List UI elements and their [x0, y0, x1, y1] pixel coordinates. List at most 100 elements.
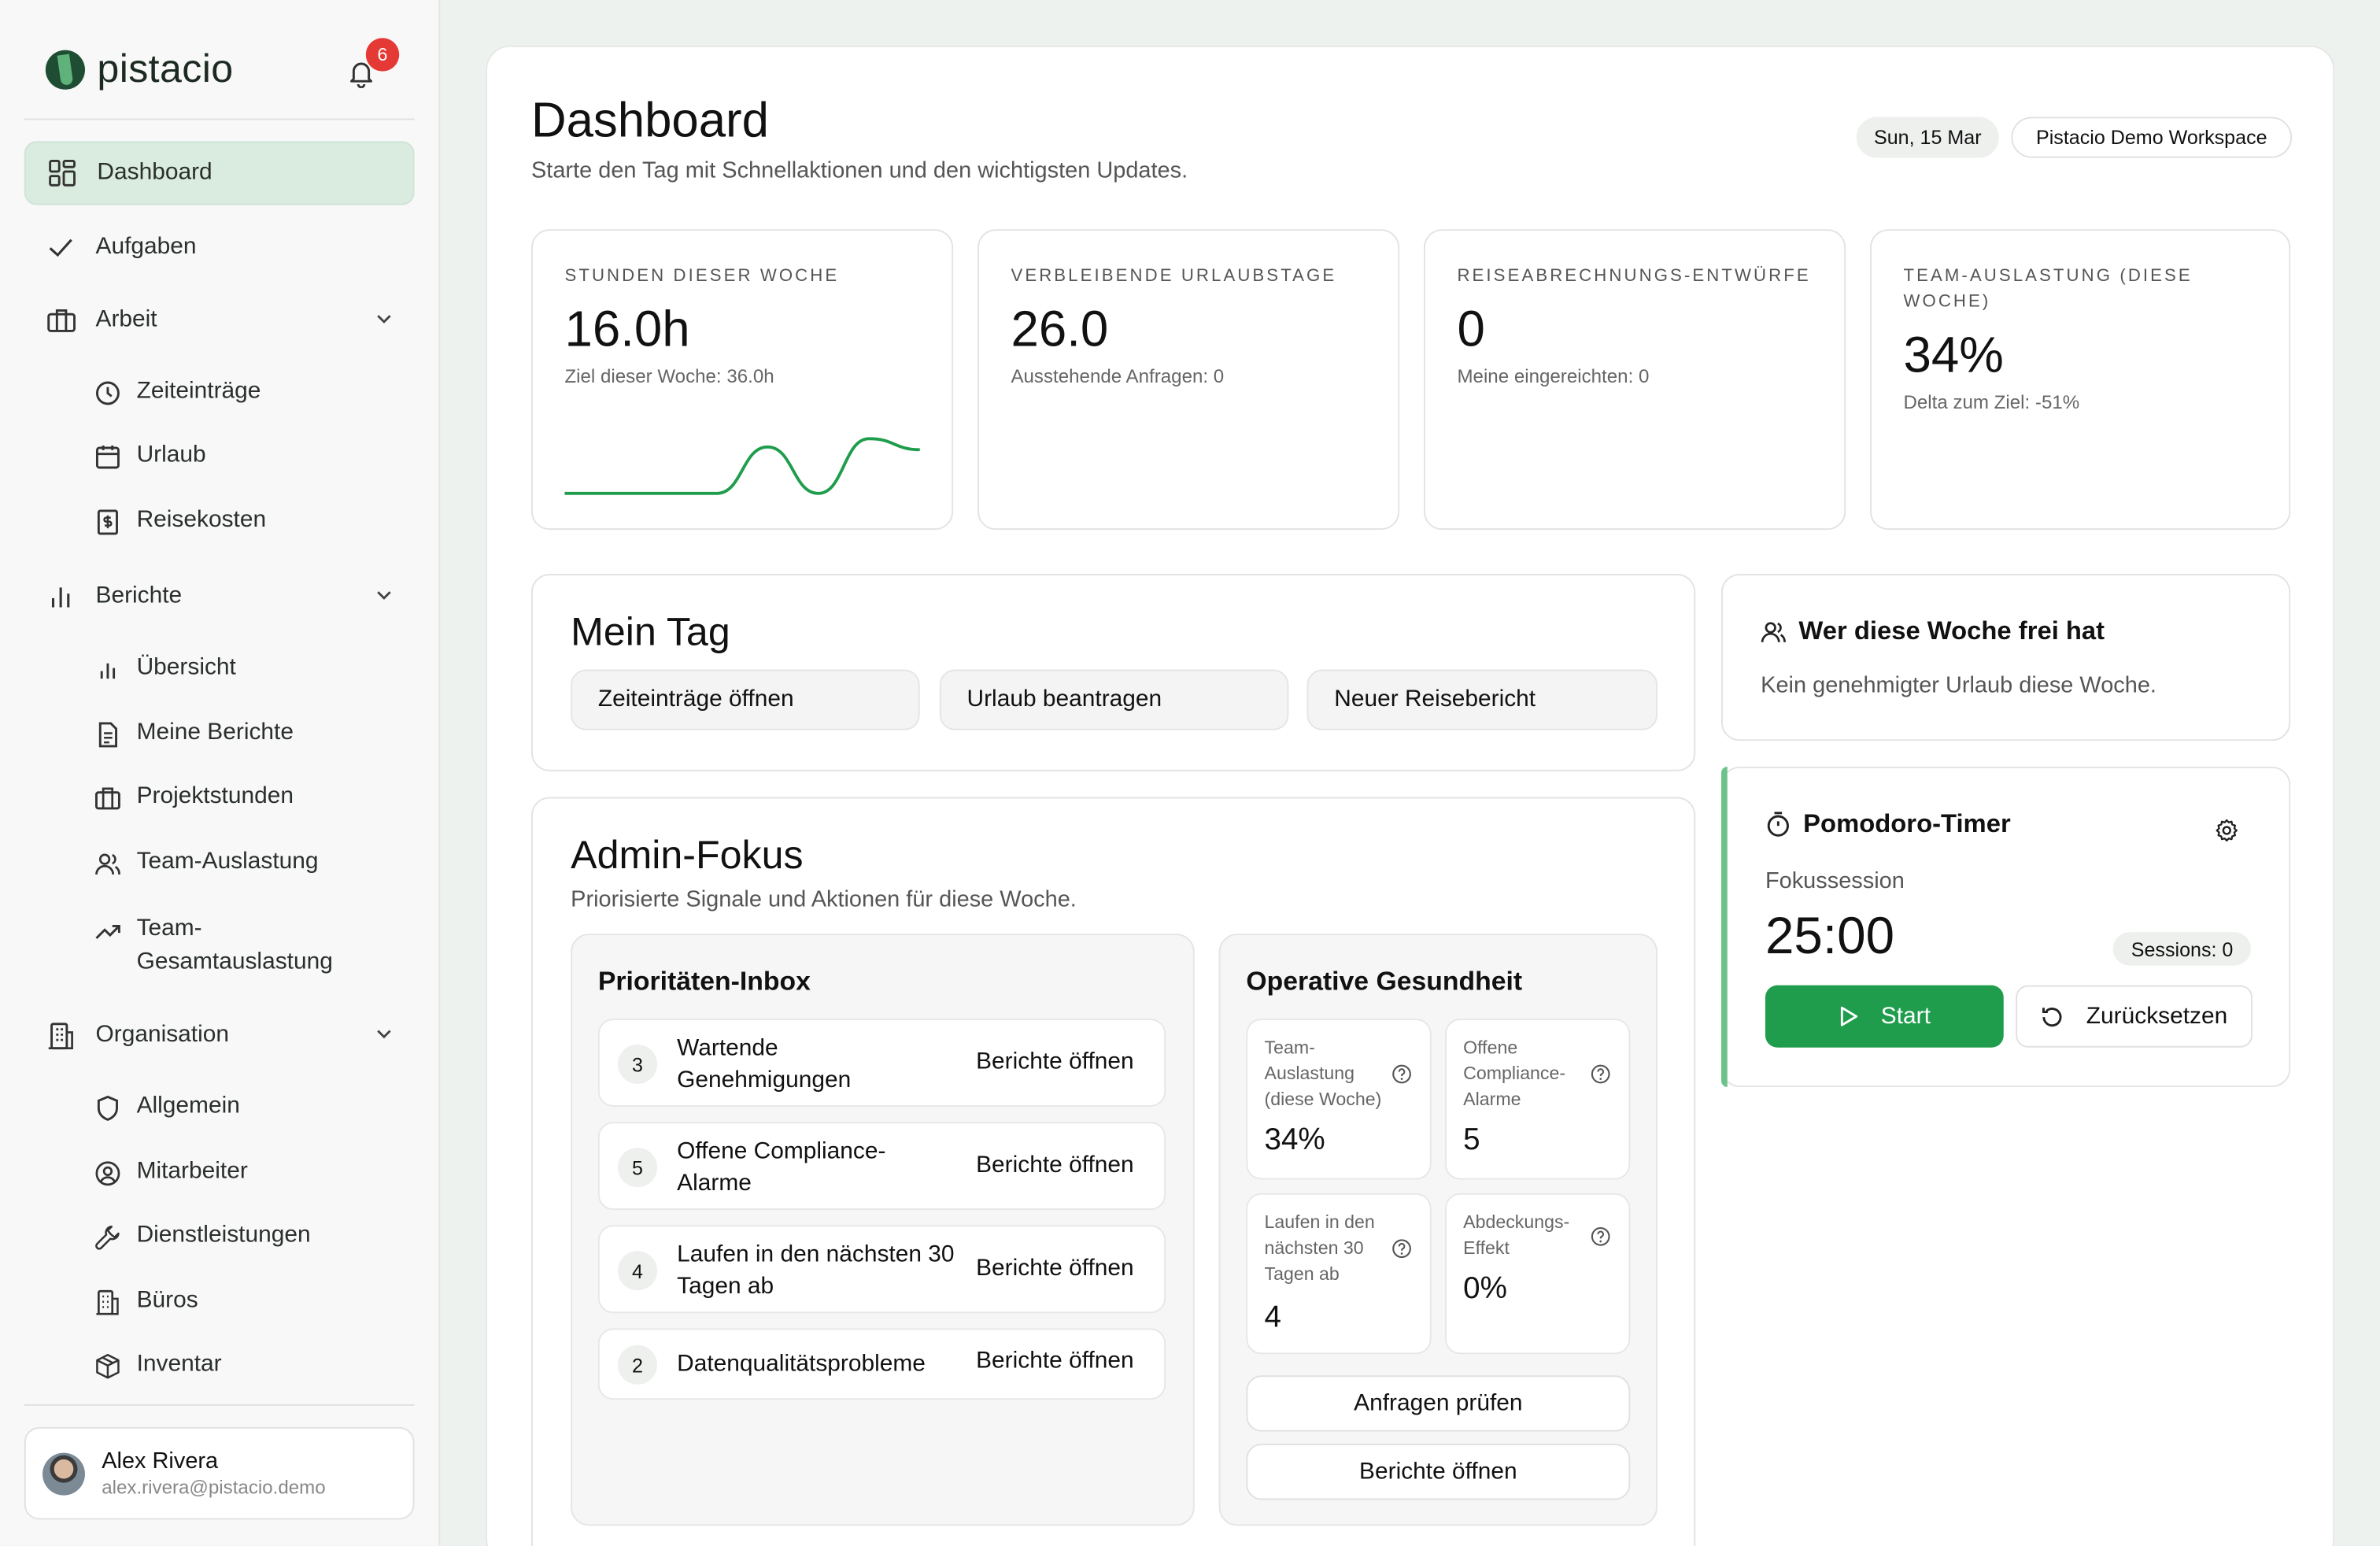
nav-label: Zeiteinträge: [136, 378, 261, 405]
building-icon: [46, 1020, 76, 1051]
pistacio-logo-icon: [45, 49, 86, 89]
stat-note: Ziel dieser Woche: 36.0h: [564, 365, 774, 387]
off-this-week-empty: Kein genehmigter Urlaub diese Woche.: [1761, 672, 2156, 699]
nav-my-reports[interactable]: Meine Berichte: [94, 719, 413, 749]
divider: [24, 1404, 415, 1406]
document-icon: [98, 722, 117, 748]
help-circle-icon[interactable]: [1392, 1064, 1412, 1084]
calendar-icon: [95, 446, 120, 469]
bar-chart-icon: [100, 663, 116, 679]
metric-card: Laufen in den nächsten 30 Tagen ab 4: [1246, 1193, 1432, 1355]
open-reports-link[interactable]: Berichte öffnen: [976, 1049, 1134, 1075]
start-button[interactable]: Start: [1765, 985, 2004, 1048]
stat-label: Reiseabrechnungs-Entwürfe: [1457, 267, 1811, 286]
inbox-row[interactable]: 2 Datenqualitätsprobleme Berichte öffnen: [597, 1328, 1166, 1400]
notification-badge: 6: [365, 38, 400, 72]
open-reports-link[interactable]: Berichte öffnen: [976, 1255, 1134, 1282]
stat-card-leave[interactable]: Verbleibende Urlaubstage 26.0 Ausstehend…: [978, 229, 1400, 531]
off-this-week-card: Wer diese Woche frei hat Kein genehmigte…: [1721, 574, 2291, 742]
nav-time-entries[interactable]: Zeiteinträge: [94, 378, 413, 407]
request-leave-button[interactable]: Urlaub beantragen: [939, 669, 1289, 730]
metric-label: Abdeckungs-Effekt: [1463, 1211, 1570, 1259]
package-icon: [96, 1354, 120, 1379]
stat-card-team-utilization[interactable]: Team-Auslastung (diese Woche) 34% Delta …: [1870, 229, 2291, 531]
pomodoro-mode: Fokussession: [1765, 868, 1905, 894]
admin-focus-subtitle: Priorisierte Signale und Aktionen für di…: [571, 886, 1077, 913]
nav-travel-expenses[interactable]: Reisekosten: [94, 507, 413, 536]
brand[interactable]: pistacio: [45, 45, 234, 93]
open-time-entries-button[interactable]: Zeiteinträge öffnen: [571, 669, 920, 730]
nav-label: Arbeit: [95, 306, 157, 333]
help-circle-icon[interactable]: [1392, 1239, 1412, 1259]
nav-reports[interactable]: Berichte: [24, 564, 415, 628]
settings-gear-icon[interactable]: [2215, 819, 2239, 843]
inbox-row[interactable]: 5 Offene Compliance-Alarme Berichte öffn…: [597, 1122, 1166, 1211]
nav-general[interactable]: Allgemein: [94, 1093, 413, 1123]
open-reports-button[interactable]: Berichte öffnen: [1246, 1444, 1631, 1500]
nav-tasks[interactable]: Aufgaben: [24, 216, 415, 279]
my-day-title: Mein Tag: [571, 608, 730, 655]
chevron-down-icon[interactable]: [375, 586, 393, 604]
nav-work[interactable]: Arbeit: [24, 288, 415, 352]
stat-label: Verbleibende Urlaubstage: [1011, 267, 1337, 286]
stat-card-travel-drafts[interactable]: Reiseabrechnungs-Entwürfe 0 Meine einger…: [1424, 229, 1846, 531]
chevron-down-icon[interactable]: [375, 309, 393, 327]
help-circle-icon[interactable]: [1591, 1064, 1610, 1084]
nav-team-utilization[interactable]: Team-Auslastung: [94, 849, 413, 878]
user-profile-card[interactable]: Alex Rivera alex.rivera@pistacio.demo: [24, 1426, 415, 1520]
nav-label: Organisation: [95, 1021, 230, 1048]
metric-card: Offene Compliance-Alarme 5: [1445, 1019, 1631, 1180]
trending-up-icon: [95, 924, 120, 939]
pomodoro-card: Pomodoro-Timer Fokussession 25:00 Sessio…: [1721, 766, 2291, 1087]
main-content: Dashboard Starte den Tag mit Schnellakti…: [486, 45, 2335, 1546]
bell-icon[interactable]: [346, 57, 377, 88]
wrench-icon: [95, 1226, 120, 1250]
nav-project-hours[interactable]: Projektstunden: [94, 783, 413, 812]
nav-employees[interactable]: Mitarbeiter: [94, 1159, 413, 1188]
stat-value: 26.0: [1011, 300, 1109, 357]
metric-card: Team-Auslastung (diese Woche) 34%: [1246, 1019, 1432, 1180]
nav-label: Berichte: [95, 583, 183, 609]
review-requests-button[interactable]: Anfragen prüfen: [1246, 1375, 1631, 1432]
brand-name: pistacio: [97, 45, 234, 91]
briefcase-icon: [95, 787, 120, 810]
nav-organization[interactable]: Organisation: [24, 1004, 415, 1067]
reset-button[interactable]: Zurücksetzen: [2016, 985, 2253, 1048]
nav-label: Team-Auslastung: [136, 849, 319, 875]
pomodoro-time: 25:00: [1765, 908, 1895, 966]
nav-offices[interactable]: Büros: [94, 1287, 413, 1316]
new-travel-report-button[interactable]: Neuer Reisebericht: [1306, 669, 1658, 730]
metric-value: 4: [1264, 1300, 1281, 1335]
workspace-chip[interactable]: Pistacio Demo Workspace: [2011, 117, 2293, 158]
stat-card-hours[interactable]: Stunden dieser Woche 16.0h Ziel dieser W…: [531, 229, 954, 531]
timer-icon: [1767, 812, 1789, 837]
building-icon: [96, 1289, 119, 1315]
nav-label: Dashboard: [97, 159, 213, 186]
priority-inbox-panel: Prioritäten-Inbox 3 Wartende Genehmigung…: [571, 934, 1195, 1526]
inbox-count: 3: [617, 1044, 658, 1085]
inbox-count: 4: [617, 1251, 658, 1291]
chevron-down-icon[interactable]: [375, 1025, 393, 1043]
my-day-card: Mein Tag Zeiteinträge öffnen Urlaub bean…: [531, 574, 1696, 771]
nav-overview[interactable]: Übersicht: [94, 654, 413, 683]
nav-services[interactable]: Dienstleistungen: [94, 1222, 413, 1252]
nav-dashboard[interactable]: Dashboard: [24, 141, 415, 205]
nav-team-total-utilization[interactable]: Team-Gesamtauslastung: [94, 912, 413, 979]
open-reports-link[interactable]: Berichte öffnen: [976, 1152, 1134, 1178]
nav-inventory[interactable]: Inventar: [94, 1351, 413, 1380]
stat-note: Meine eingereichten: 0: [1457, 365, 1650, 387]
nav-leave[interactable]: Urlaub: [94, 442, 413, 471]
pomodoro-title: Pomodoro-Timer: [1803, 808, 2011, 838]
inbox-row[interactable]: 3 Wartende Genehmigungen Berichte öffnen: [597, 1019, 1166, 1107]
help-circle-icon[interactable]: [1591, 1226, 1610, 1246]
inbox-text: Wartende Genehmigungen: [677, 1035, 852, 1093]
page-title: Dashboard: [531, 92, 769, 148]
inbox-text: Laufen in den nächsten 30 Tagen ab: [677, 1241, 955, 1300]
inbox-row[interactable]: 4 Laufen in den nächsten 30 Tagen ab Ber…: [597, 1225, 1166, 1314]
stat-note: Ausstehende Anfragen: 0: [1011, 365, 1225, 387]
nav-label: Reisekosten: [136, 507, 267, 533]
reset-icon: [2042, 1007, 2063, 1026]
open-reports-link[interactable]: Berichte öffnen: [976, 1348, 1134, 1374]
operational-health-title: Operative Gesundheit: [1246, 965, 1523, 997]
nav-label: Urlaub: [136, 442, 206, 468]
